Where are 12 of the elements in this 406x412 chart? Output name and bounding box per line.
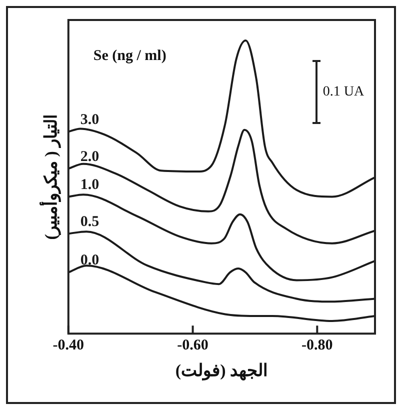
series-label: 2.0 — [80, 148, 100, 165]
series-label: 0.0 — [80, 252, 100, 269]
y-axis-title: التيار ( ميكروأمبير) — [38, 114, 62, 240]
annotation: Se (ng / ml) — [93, 48, 166, 64]
x-tick-label: -0.60 — [177, 337, 208, 354]
annotation: 0.1 UA — [322, 84, 365, 100]
series-label: 0.5 — [80, 214, 100, 230]
series-label: 1.0 — [80, 177, 100, 194]
x-tick-label: -0.80 — [302, 337, 333, 354]
x-tick-label: -0.40 — [52, 337, 84, 354]
x-axis-title: الجهد (فولت) — [175, 361, 268, 382]
series-label: 3.0 — [80, 112, 100, 128]
